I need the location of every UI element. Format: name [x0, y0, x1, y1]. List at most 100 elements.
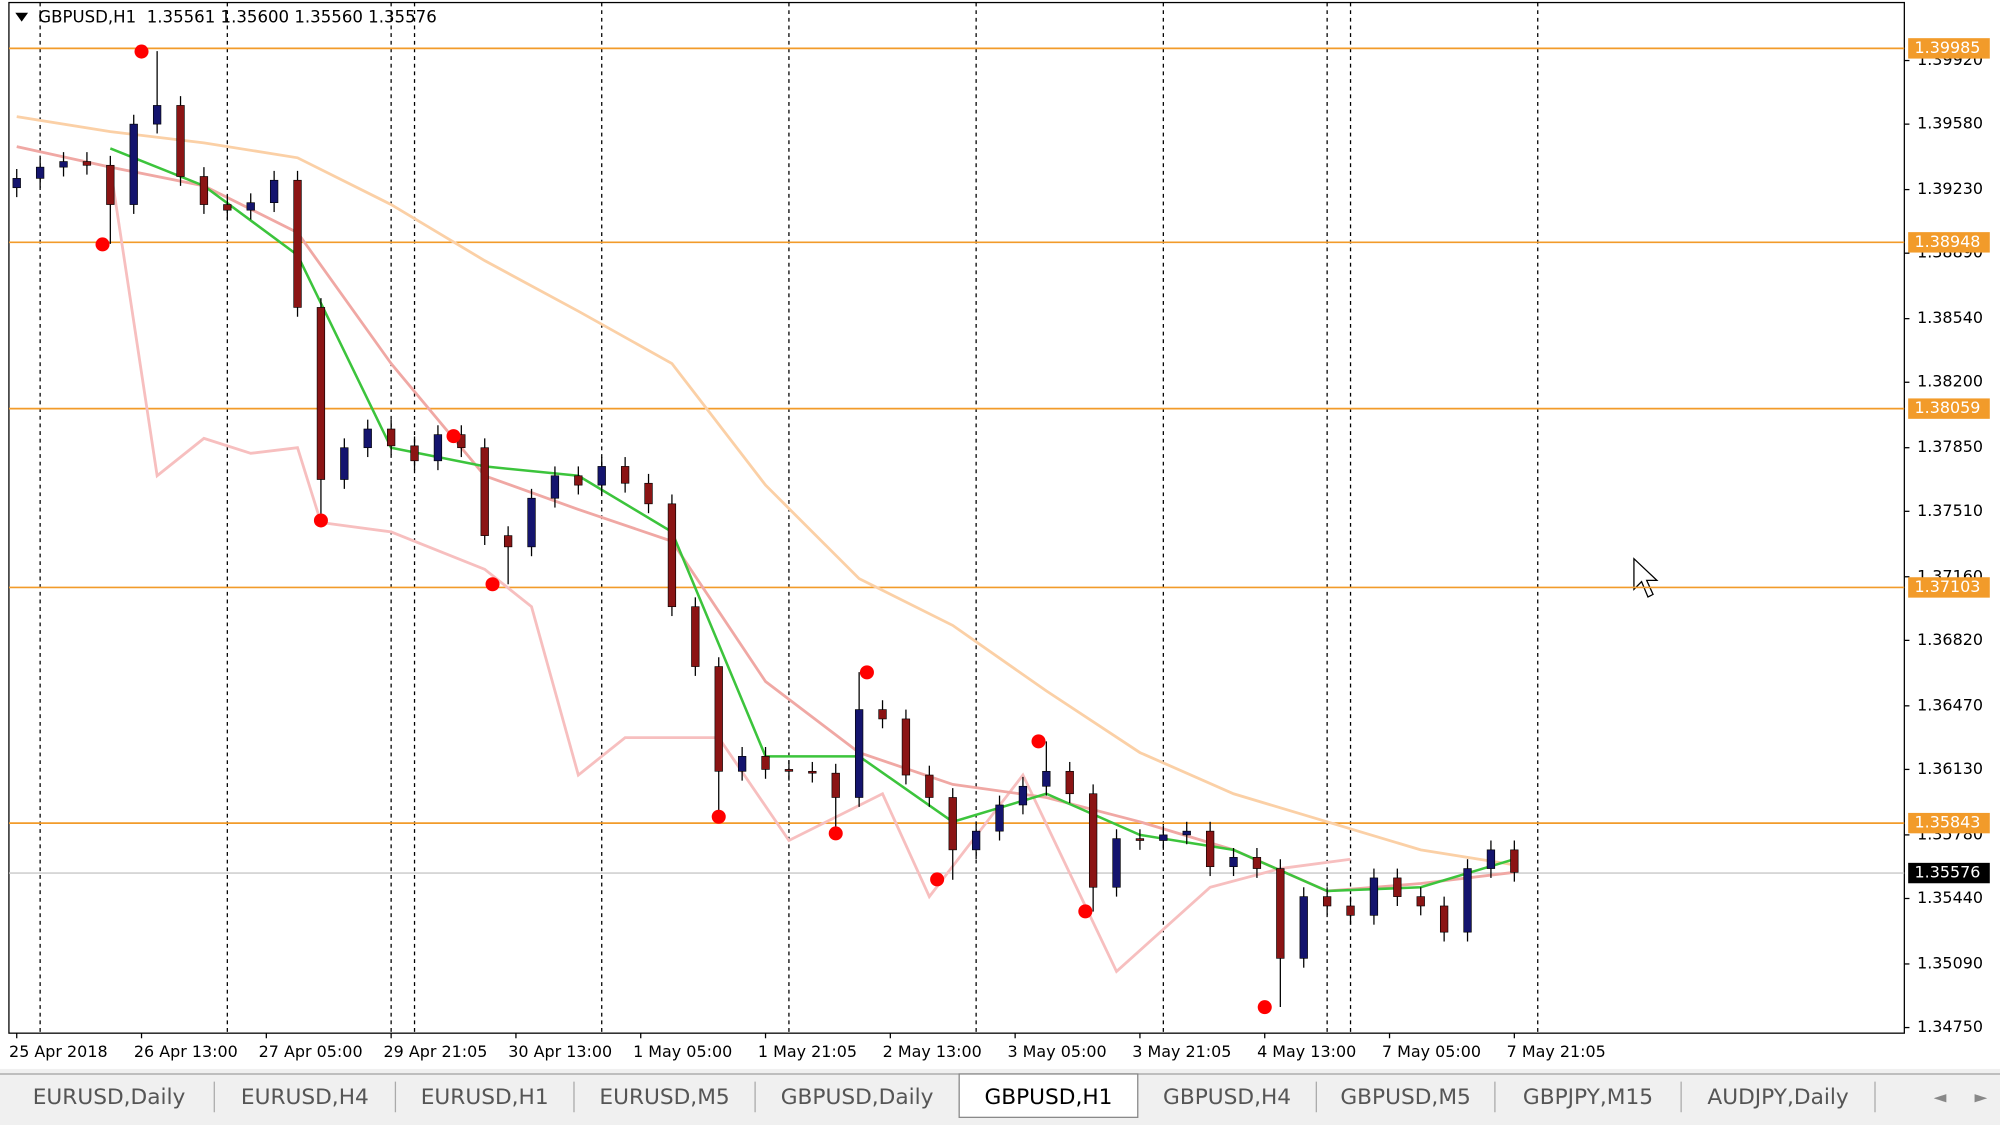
- pivot-marker: [485, 577, 500, 592]
- candle-body: [152, 105, 162, 125]
- y-tick-label: 1.36130: [1917, 759, 1983, 778]
- y-tick-label: 1.36820: [1917, 630, 1983, 649]
- x-tick-label: 7 May 21:05: [1507, 1042, 1606, 1061]
- pivot-marker: [828, 826, 843, 841]
- tab[interactable]: GBPUSD,H1: [984, 1085, 1112, 1110]
- y-tick-label: 1.39230: [1917, 179, 1983, 198]
- indicator-line: [16, 115, 1515, 867]
- candle-body: [854, 709, 864, 798]
- candle-body: [878, 709, 887, 720]
- candle-body: [901, 718, 911, 776]
- candle-body: [784, 769, 794, 772]
- candle-body: [714, 666, 723, 772]
- y-tick-label: 1.38540: [1917, 308, 1983, 327]
- pivot-marker: [446, 429, 461, 444]
- candle-body: [644, 482, 653, 505]
- candle-body: [129, 123, 138, 205]
- candle-body: [620, 466, 630, 484]
- candle-body: [316, 307, 326, 480]
- pivot-marker: [930, 872, 945, 887]
- candle-body: [597, 466, 606, 486]
- candle-body: [1088, 793, 1098, 888]
- level-label: 1.38059: [1915, 398, 1981, 417]
- candle-body: [82, 161, 92, 166]
- candle-body: [433, 434, 443, 462]
- level-label-bg: [1908, 577, 1990, 598]
- pivot-marker: [95, 237, 110, 252]
- candle-body: [761, 756, 770, 770]
- x-tick-label: 25 Apr 2018: [9, 1042, 108, 1061]
- tab[interactable]: EURUSD,H1: [421, 1085, 549, 1110]
- pivot-marker: [859, 665, 874, 680]
- tab[interactable]: GBPUSD,Daily: [781, 1085, 934, 1110]
- y-tick-label: 1.35440: [1917, 888, 1983, 907]
- candle-body: [1135, 838, 1145, 841]
- y-tick-label: 1.35090: [1917, 953, 1983, 972]
- tab[interactable]: GBPUSD,H4: [1163, 1085, 1291, 1110]
- x-tick-label: 29 Apr 21:05: [383, 1042, 487, 1061]
- candle-body: [1276, 868, 1285, 959]
- level-label-bg: [1908, 232, 1990, 253]
- pivot-marker: [1257, 1000, 1272, 1015]
- candle-body: [574, 475, 583, 486]
- pivot-marker: [313, 513, 328, 528]
- candle-body: [199, 176, 209, 205]
- candle-body: [527, 497, 536, 548]
- candle-body: [1065, 770, 1074, 795]
- pivot-marker: [711, 809, 726, 824]
- candle-body: [503, 535, 513, 548]
- candle-body: [1182, 830, 1191, 836]
- candle-body: [246, 202, 255, 211]
- candle-body: [1463, 868, 1472, 933]
- y-tick-label: 1.38200: [1917, 372, 1983, 391]
- tab[interactable]: AUDJPY,Daily: [1707, 1085, 1848, 1110]
- tab[interactable]: EURUSD,M5: [599, 1085, 729, 1110]
- tab[interactable]: EURUSD,H4: [241, 1085, 369, 1110]
- x-tick-label: 27 Apr 05:00: [259, 1042, 363, 1061]
- candle-body: [35, 166, 45, 179]
- y-tick-label: 1.39580: [1917, 114, 1983, 133]
- candle-body: [1112, 838, 1121, 888]
- plot-frame: [8, 1, 1905, 1034]
- candle-body: [410, 445, 419, 462]
- candle-body: [1042, 770, 1051, 787]
- x-tick-label: 1 May 05:00: [633, 1042, 732, 1061]
- x-tick-label: 4 May 13:00: [1257, 1042, 1356, 1061]
- candle-body: [1252, 857, 1262, 869]
- candle-body: [386, 428, 396, 447]
- pivot-marker: [134, 44, 149, 59]
- level-label-bg: [1908, 398, 1990, 419]
- x-tick-label: 1 May 21:05: [758, 1042, 857, 1061]
- candle-body: [340, 447, 349, 480]
- y-tick-label: 1.37510: [1917, 501, 1983, 520]
- level-label: 1.39985: [1915, 38, 1981, 57]
- x-tick-label: 3 May 05:00: [1007, 1042, 1106, 1061]
- candle-body: [691, 606, 700, 667]
- tab[interactable]: GBPUSD,M5: [1340, 1085, 1470, 1110]
- tab[interactable]: GBPJPY,M15: [1523, 1085, 1653, 1110]
- tab-scroll-left[interactable]: ◄: [1934, 1088, 1947, 1107]
- candle-body: [808, 770, 817, 774]
- tab[interactable]: EURUSD,Daily: [33, 1085, 186, 1110]
- y-tick-label: 1.36470: [1917, 695, 1983, 714]
- menu-arrow[interactable]: [15, 12, 29, 22]
- level-label: 1.38948: [1915, 232, 1981, 251]
- candle-body: [1018, 785, 1028, 806]
- tab-scroll-right[interactable]: ►: [1974, 1088, 1987, 1107]
- candle-body: [995, 804, 1004, 832]
- current-price-label: 1.35576: [1915, 863, 1981, 882]
- x-tick-label: 7 May 05:00: [1382, 1042, 1481, 1061]
- level-label: 1.37103: [1915, 577, 1981, 596]
- candle-body: [1322, 896, 1332, 907]
- candle-body: [831, 772, 840, 798]
- candle-body: [1205, 830, 1215, 868]
- candle-body: [925, 774, 934, 798]
- candle-body: [223, 204, 232, 211]
- candle-body: [293, 179, 302, 308]
- candle-body: [106, 164, 115, 205]
- y-tick-label: 1.37850: [1917, 437, 1983, 456]
- candle-body: [1439, 905, 1449, 933]
- candle-body: [176, 105, 185, 177]
